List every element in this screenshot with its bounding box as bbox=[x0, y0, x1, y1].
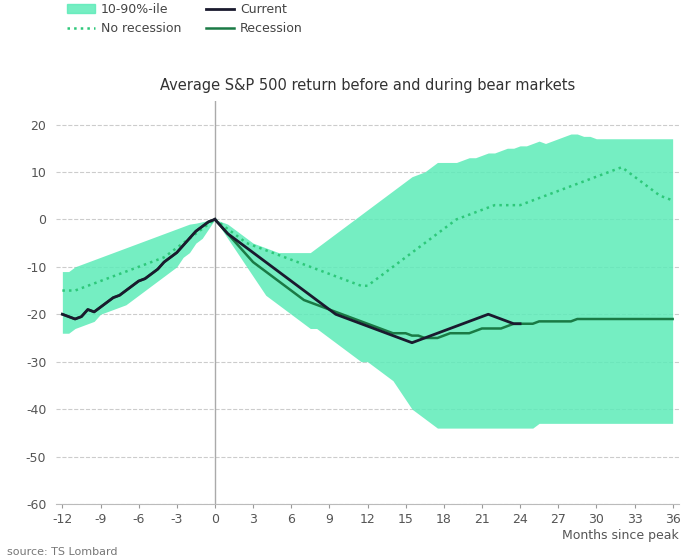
Title: Average S&P 500 return before and during bear markets: Average S&P 500 return before and during… bbox=[160, 78, 575, 93]
Legend: 10-90%-ile, No recession, Current, Recession: 10-90%-ile, No recession, Current, Reces… bbox=[62, 0, 308, 40]
X-axis label: Months since peak: Months since peak bbox=[562, 529, 679, 542]
Text: source: TS Lombard: source: TS Lombard bbox=[7, 547, 118, 557]
